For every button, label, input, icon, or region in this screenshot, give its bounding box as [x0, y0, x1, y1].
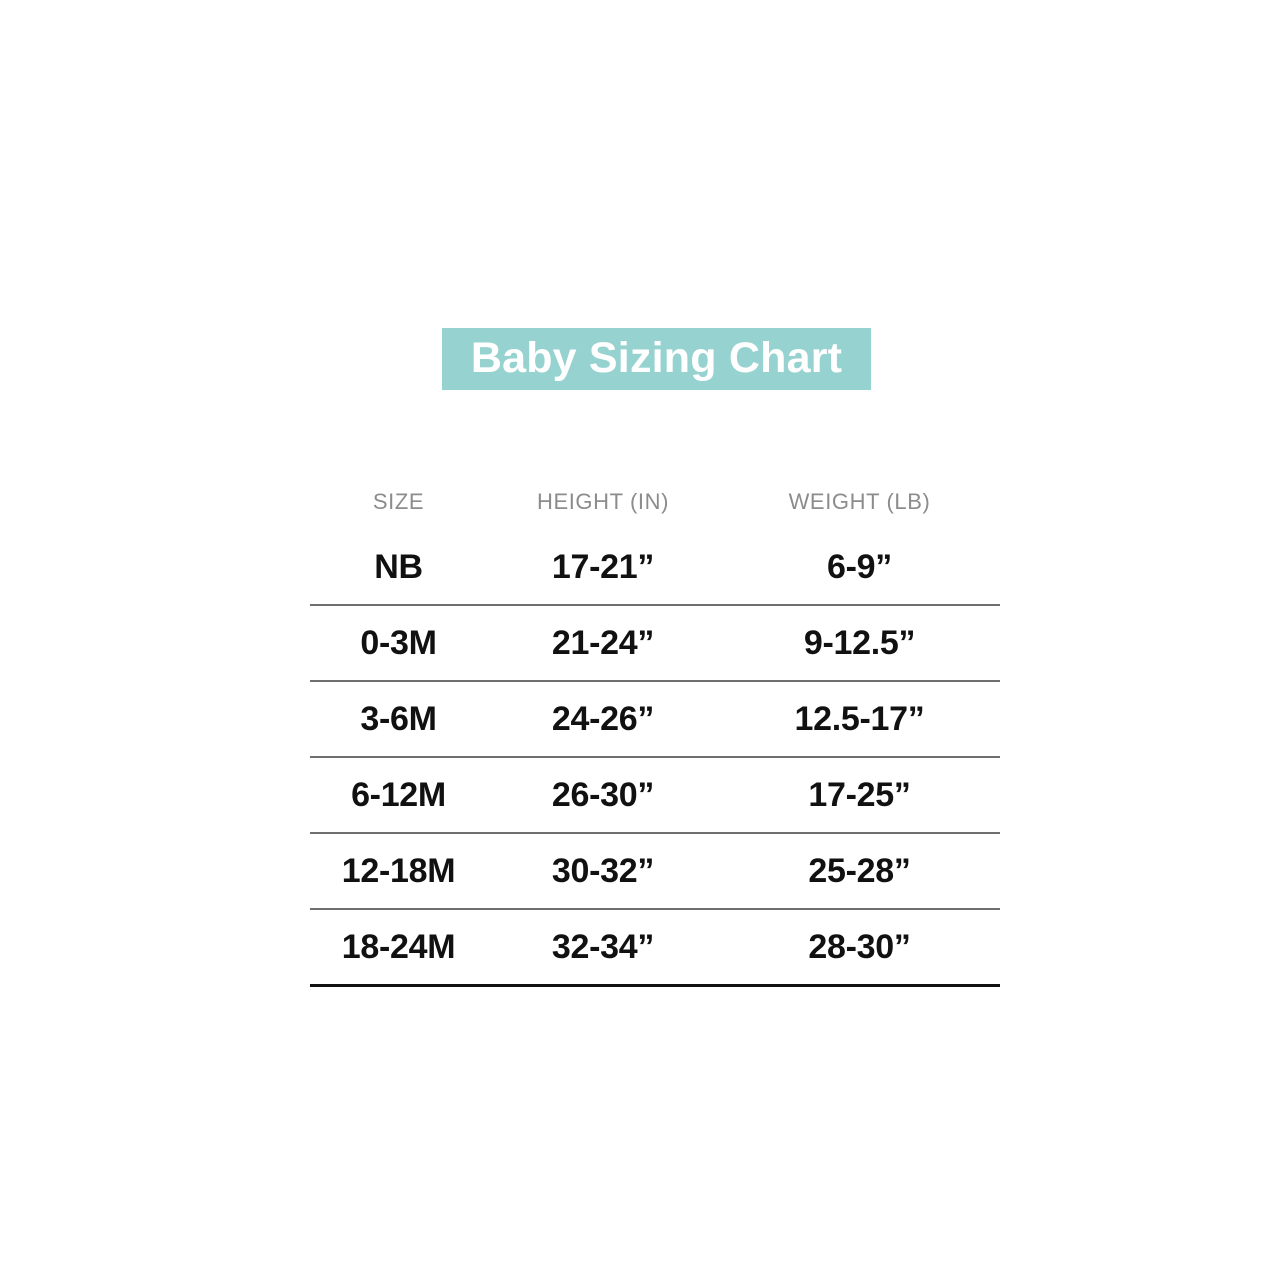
cell-height: 24-26” [487, 681, 719, 758]
table-header-row: SIZE HEIGHT (IN) WEIGHT (LB) [310, 482, 1000, 530]
cell-size: NB [310, 530, 487, 606]
cell-weight: 25-28” [719, 833, 1000, 910]
cell-height: 17-21” [487, 530, 719, 606]
cell-weight: 28-30” [719, 909, 1000, 987]
cell-height: 32-34” [487, 909, 719, 987]
table-row: 18-24M 32-34” 28-30” [310, 909, 1000, 987]
cell-weight: 17-25” [719, 757, 1000, 834]
cell-height: 26-30” [487, 757, 719, 834]
cell-size: 18-24M [310, 909, 487, 987]
column-header-size: SIZE [372, 489, 425, 514]
table-row: 6-12M 26-30” 17-25” [310, 757, 1000, 834]
cell-size: 6-12M [310, 757, 487, 834]
column-header-weight: WEIGHT (LB) [788, 489, 931, 514]
cell-weight: 6-9” [719, 530, 1000, 606]
cell-size: 0-3M [310, 605, 487, 682]
table-body: NB 17-21” 6-9” 0-3M 21-24” 9-12.5” 3-6M … [310, 530, 1000, 987]
title-banner: Baby Sizing Chart [442, 328, 871, 390]
page-title: Baby Sizing Chart [470, 333, 843, 382]
cell-height: 21-24” [487, 605, 719, 682]
table-row: 0-3M 21-24” 9-12.5” [310, 605, 1000, 682]
table-row: 3-6M 24-26” 12.5-17” [310, 681, 1000, 758]
table-row: 12-18M 30-32” 25-28” [310, 833, 1000, 910]
table-header: SIZE HEIGHT (IN) WEIGHT (LB) [310, 482, 1000, 530]
cell-height: 30-32” [487, 833, 719, 910]
column-header-height: HEIGHT (IN) [536, 489, 670, 514]
cell-size: 3-6M [310, 681, 487, 758]
baby-sizing-table: SIZE HEIGHT (IN) WEIGHT (LB) NB 17-21” 6… [310, 482, 1000, 987]
table-row: NB 17-21” 6-9” [310, 530, 1000, 606]
cell-size: 12-18M [310, 833, 487, 910]
cell-weight: 12.5-17” [719, 681, 1000, 758]
cell-weight: 9-12.5” [719, 605, 1000, 682]
